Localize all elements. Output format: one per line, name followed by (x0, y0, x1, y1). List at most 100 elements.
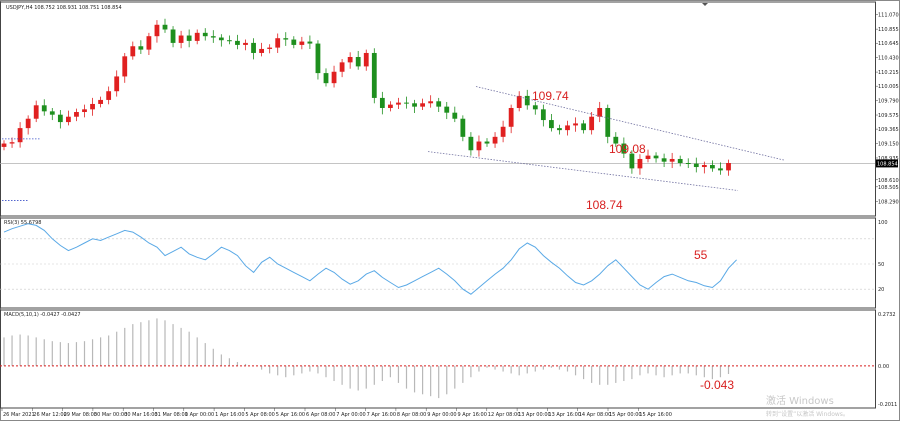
price-tick-label: 110.645 (878, 41, 899, 47)
bull-candle (33, 105, 39, 119)
bear-candle (685, 163, 691, 165)
bull-candle (66, 116, 71, 123)
price-tick-label: 108.505 (878, 185, 899, 191)
bull-candle (82, 109, 87, 113)
time-tick-label: 8 Apr 08:00 (397, 412, 426, 418)
trendlines[interactable] (2, 86, 786, 201)
bull-candle (388, 104, 393, 108)
bull-candle (194, 32, 200, 41)
time-tick-label: 1 Apr 16:00 (215, 412, 244, 418)
macd-tick-label: -0.2011 (878, 402, 897, 408)
bull-candle (106, 91, 112, 100)
rsi-tick-label: 100 (878, 220, 888, 226)
bear-candle (444, 106, 450, 113)
bear-candle (718, 168, 723, 171)
bear-candle (581, 123, 586, 131)
rsi-axis: 100 50 20 (878, 220, 888, 293)
bear-candle (436, 101, 442, 107)
bear-candle (532, 105, 538, 110)
annotation-macd: -0.043 (700, 378, 734, 392)
time-tick-label: 30 Mar 00:00 (94, 412, 127, 418)
price-tick-label: 110.430 (878, 56, 899, 62)
bull-candle (726, 163, 731, 171)
upper-trendline (475, 86, 786, 161)
bull-candle (500, 126, 506, 137)
price-tick-label: 110.855 (878, 27, 899, 33)
price-tick-label: 111.070 (878, 13, 899, 19)
bear-candle (371, 52, 377, 98)
rsi-levels (0, 238, 875, 290)
price-tick-label: 110.005 (878, 84, 899, 90)
bear-candle (460, 118, 466, 137)
bear-candle (452, 112, 458, 119)
annotation-mid: 109.08 (609, 142, 646, 156)
bear-candle (540, 109, 546, 121)
bear-candle (404, 102, 409, 104)
bear-candle (291, 39, 297, 45)
bull-candle (259, 48, 264, 53)
bull-candle (114, 76, 120, 92)
bull-candle (146, 36, 152, 50)
time-tick-label: 9 Apr 16:00 (458, 412, 487, 418)
bear-candle (355, 56, 361, 67)
bull-candle (1, 143, 7, 147)
bull-candle (396, 102, 401, 105)
macd-indicator-label: MACD(5,10,1) -0.0427 -0.0427 (4, 312, 81, 318)
time-tick-label: 31 Mar 08:00 (155, 412, 188, 418)
bull-candle (669, 158, 675, 162)
bear-candle (524, 95, 530, 106)
bear-candle (412, 103, 417, 107)
bull-candle (74, 112, 79, 117)
bear-candle (218, 37, 224, 41)
macd-axis: 0.2732 0.00 -0.2011 (878, 312, 897, 408)
watermark-subtext: 转到“设置”以激活 Windows。 (766, 410, 849, 418)
bear-candle (621, 143, 627, 154)
bear-candle (251, 42, 256, 53)
macd-tick-label: 0.2732 (878, 312, 896, 318)
time-tick-label: 12 Apr 08:00 (488, 412, 521, 418)
annotation-high: 109.74 (532, 89, 569, 103)
bull-candle (98, 99, 103, 104)
bear-candle (202, 32, 208, 37)
bear-candle (613, 136, 619, 144)
bull-candle (363, 52, 369, 67)
time-tick-label: 1 Apr 00:00 (185, 412, 214, 418)
macd-tick-label: 0.00 (878, 364, 889, 370)
bull-candle (428, 101, 434, 104)
bear-candle (307, 41, 313, 44)
bear-candle (557, 128, 562, 131)
price-tick-label: 109.150 (878, 142, 899, 148)
candlestick-series (1, 18, 731, 176)
time-tick-label: 7 Apr 00:00 (336, 412, 365, 418)
bull-candle (17, 128, 23, 143)
bear-candle (629, 153, 635, 169)
chart-scroll-marker-icon[interactable] (702, 3, 708, 6)
rsi-panel[interactable] (0, 217, 876, 309)
bull-candle (508, 107, 514, 127)
price-tick-label: 109.790 (878, 99, 899, 105)
bull-candle (420, 103, 425, 107)
price-tick-label: 109.575 (878, 113, 899, 119)
bull-candle (492, 136, 498, 144)
time-tick-label: 29 Mar 08:00 (64, 412, 97, 418)
price-panel[interactable] (0, 1, 876, 217)
lower-trendline (427, 151, 739, 191)
bear-candle (653, 155, 659, 159)
bull-candle (90, 103, 95, 110)
bear-candle (186, 35, 192, 41)
time-tick-label: 7 Apr 16:00 (367, 412, 396, 418)
rsi-indicator-label: RSI(3) 55.6798 (4, 220, 41, 226)
bull-candle (178, 35, 184, 43)
bull-candle (299, 41, 305, 45)
time-tick-label: 5 Apr 16:00 (276, 412, 305, 418)
bear-candle (227, 40, 232, 42)
bull-candle (243, 42, 248, 45)
price-tick-label: 108.935 (878, 156, 899, 162)
bear-candle (49, 111, 55, 115)
macd-panel[interactable] (0, 309, 876, 409)
bear-candle (693, 163, 699, 168)
current-price-text: 108.854 (877, 161, 898, 167)
